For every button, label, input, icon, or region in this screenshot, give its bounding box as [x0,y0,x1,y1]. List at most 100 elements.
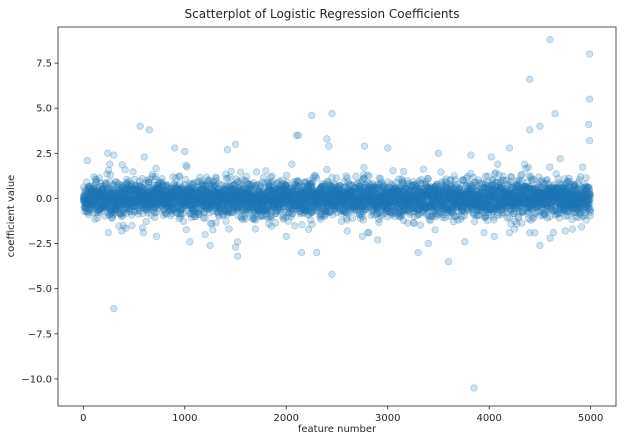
scatter-point [108,214,116,222]
scatter-point [91,194,99,202]
scatter-point [85,185,93,193]
scatter-point [95,192,103,201]
scatter-point [93,176,101,184]
scatter-point [113,200,122,208]
scatter-point [79,197,87,205]
scatter-point [88,195,97,203]
scatter-point [101,201,109,209]
scatter-point [105,195,114,203]
scatter-point [81,200,90,208]
scatter-point [86,197,94,205]
scatter-point [101,205,110,213]
scatter-point [226,173,234,181]
scatter-point [115,186,123,194]
scatter-point [111,194,120,202]
scatter-point [106,160,114,168]
scatter-point [81,185,89,193]
scatter-point [108,213,116,222]
scatter-point [93,214,102,222]
scatter-point [83,186,91,195]
scatter-point [95,206,103,214]
scatter-point [96,205,104,214]
scatter-point [100,198,108,206]
scatter-point [96,208,104,216]
scatter-point [99,203,107,211]
scatter-point [90,195,98,204]
scatter-point [90,196,98,204]
scatter-point [88,196,96,205]
scatter-point [107,205,115,213]
scatter-points [79,36,595,392]
scatter-point [262,167,270,175]
scatter-point [110,204,118,213]
scatter-point [82,194,90,202]
scatter-point [87,187,95,195]
scatter-point [106,184,115,193]
scatter-point [96,196,105,204]
scatter-point [82,204,90,212]
scatter-point [114,198,122,206]
scatter-point [101,191,109,200]
scatter-point [80,196,88,204]
scatter-point [87,189,95,197]
scatter-point [98,194,106,203]
scatter-point [83,193,91,201]
scatter-point [89,188,97,196]
scatter-point [104,191,113,200]
scatter-point [84,194,92,202]
scatter-point [582,174,590,182]
scatter-point [85,196,93,205]
scatter-point [116,196,124,205]
scatter-point [375,218,383,227]
scatter-point [95,194,103,202]
scatter-point [84,211,92,219]
scatter-point [111,205,119,214]
scatter-point [578,223,586,231]
scatter-point [89,194,97,202]
scatter-point [94,206,102,215]
scatter-point [291,222,299,230]
scatter-point [118,212,127,220]
scatter-point [410,219,418,227]
scatter-point [102,178,110,187]
scatter-point [82,199,90,208]
scatter-point [100,195,108,204]
scatter-point [107,207,115,215]
scatter-point [91,215,99,223]
scatter-point [104,198,112,206]
scatter-point [431,226,439,234]
scatter-point [81,187,89,196]
scatter-point [100,202,109,210]
scatter-point [107,209,115,217]
scatter-point [99,193,107,202]
scatter-point [94,190,102,198]
scatter-point [108,191,117,199]
scatter-point [113,195,122,203]
scatter-point [119,206,127,214]
scatter-point [105,186,113,194]
scatter-point [85,196,94,204]
scatter-point [117,200,125,208]
scatter-point [118,194,126,203]
scatter-point [86,189,94,197]
scatter-point [111,189,119,198]
scatter-point [92,177,100,186]
scatter-point [111,201,119,209]
scatter-point [83,178,91,186]
scatter-point [117,199,125,207]
scatter-point [109,201,117,209]
scatter-point [83,208,91,216]
scatter-point [97,204,105,213]
scatter-point [106,191,114,199]
scatter-point [93,202,101,210]
scatter-point [483,217,492,225]
scatter-point [106,192,114,200]
scatter-point [114,193,123,201]
scatter-point [101,194,109,202]
scatter-point [92,187,100,195]
scatter-point [88,193,96,201]
scatter-point [99,191,108,199]
scatter-point [91,185,99,193]
scatter-point [87,188,95,196]
scatter-point [105,203,113,211]
